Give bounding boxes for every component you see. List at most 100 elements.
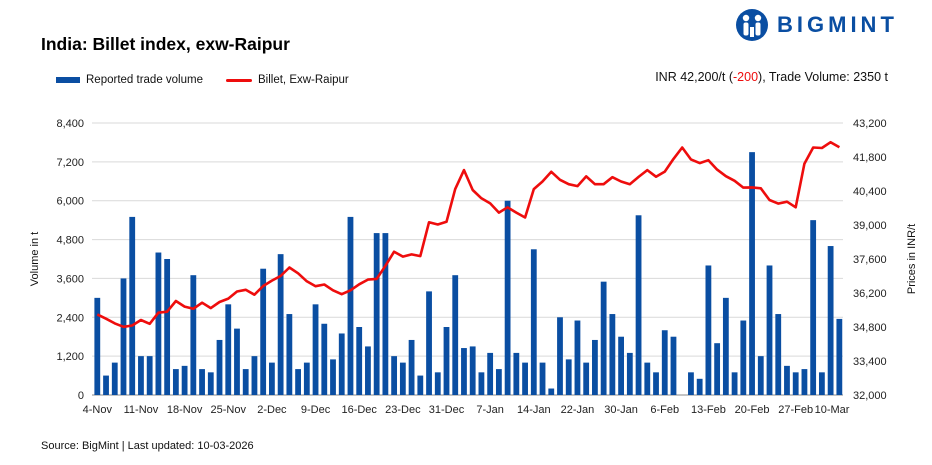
summary-prefix: INR 42,200/t ( bbox=[655, 70, 734, 84]
left-tick-label: 7,200 bbox=[56, 157, 84, 169]
volume-bar bbox=[644, 362, 651, 395]
volume-bar bbox=[487, 352, 494, 395]
x-tick-label: 14-Jan bbox=[517, 404, 551, 416]
volume-bar bbox=[592, 339, 598, 395]
left-tick-label: 6,000 bbox=[56, 196, 84, 208]
volume-bar bbox=[749, 152, 755, 395]
volume-bar bbox=[583, 362, 590, 395]
volume-bar bbox=[120, 278, 127, 395]
x-tick-label: 9-Dec bbox=[301, 404, 331, 416]
volume-bar bbox=[626, 352, 633, 395]
volume-bar bbox=[303, 362, 310, 395]
volume-bar bbox=[251, 356, 258, 395]
right-tick-label: 33,400 bbox=[853, 356, 887, 368]
x-tick-label: 25-Nov bbox=[211, 404, 247, 416]
volume-bar bbox=[478, 372, 485, 395]
volume-bar bbox=[146, 356, 153, 395]
volume-bar bbox=[391, 356, 398, 395]
volume-bar bbox=[836, 318, 843, 395]
volume-bar bbox=[242, 369, 249, 395]
volume-bar bbox=[277, 254, 284, 395]
volume-bar bbox=[792, 372, 799, 395]
volume-bar bbox=[295, 369, 301, 395]
volume-bar bbox=[216, 339, 223, 395]
volume-bar bbox=[653, 372, 659, 395]
volume-bar bbox=[373, 233, 380, 395]
right-axis-label: Prices in INR/t bbox=[906, 224, 918, 294]
volume-bar bbox=[269, 362, 275, 395]
volume-bar bbox=[557, 317, 563, 395]
volume-bar bbox=[530, 249, 537, 395]
volume-bar bbox=[522, 362, 528, 395]
volume-bar bbox=[635, 215, 642, 395]
volume-bar bbox=[731, 372, 738, 395]
x-axis-ticks: 4-Nov 11-Nov 18-Nov 25-Nov 2-Dec 9-Dec 16-Dec 2… bbox=[83, 404, 850, 416]
volume-bar bbox=[609, 314, 616, 395]
volume-bar bbox=[504, 200, 511, 395]
volume-bar bbox=[757, 356, 764, 395]
left-tick-label: 8,400 bbox=[56, 118, 84, 130]
summary-suffix: ), Trade Volume: 2350 t bbox=[758, 70, 888, 84]
x-tick-label: 11-Nov bbox=[124, 404, 159, 416]
right-axis-ticks: 32,000 33,400 34,800 36,200 37,600 39,000 40,4… bbox=[853, 118, 887, 402]
x-tick-label: 23-Dec bbox=[385, 404, 421, 416]
right-tick-label: 34,800 bbox=[853, 322, 887, 334]
volume-bar bbox=[138, 356, 144, 395]
x-tick-label: 31-Dec bbox=[429, 404, 465, 416]
volume-bar bbox=[382, 233, 389, 395]
volume-bar bbox=[670, 336, 677, 395]
price-line-group bbox=[96, 140, 841, 329]
volume-bar bbox=[688, 372, 694, 395]
volume-bar bbox=[495, 369, 502, 395]
left-axis-label: Volume in t bbox=[29, 232, 41, 286]
volume-bar bbox=[740, 320, 747, 395]
x-tick-label: 20-Feb bbox=[735, 404, 770, 416]
x-tick-label: 10-Mar bbox=[815, 404, 850, 416]
volume-bar bbox=[417, 375, 424, 395]
volume-bar bbox=[775, 314, 782, 395]
right-tick-label: 43,200 bbox=[853, 118, 887, 130]
left-axis-ticks: 0 1,200 2,400 3,600 4,800 6,000 7,200 8,400 bbox=[56, 118, 84, 402]
legend-label: Billet, Exw-Raipur bbox=[258, 74, 349, 86]
brand-name: BIGMINT bbox=[777, 12, 898, 37]
x-tick-label: 7-Jan bbox=[476, 404, 504, 416]
right-tick-label: 32,000 bbox=[853, 390, 887, 402]
legend-swatch-line bbox=[226, 78, 252, 82]
volume-bar bbox=[103, 375, 109, 395]
volume-bar bbox=[399, 362, 406, 395]
left-tick-label: 0 bbox=[78, 390, 84, 402]
left-tick-label: 4,800 bbox=[56, 235, 84, 247]
volume-bar bbox=[469, 346, 476, 395]
right-tick-label: 36,200 bbox=[853, 288, 887, 300]
volume-bar bbox=[321, 323, 328, 395]
volume-bar bbox=[365, 346, 371, 395]
volume-bar bbox=[338, 333, 345, 395]
volume-bar bbox=[234, 328, 240, 395]
right-tick-label: 41,800 bbox=[853, 152, 887, 164]
volume-bar bbox=[722, 297, 729, 395]
volume-bar bbox=[181, 365, 188, 395]
volume-bar bbox=[172, 369, 179, 395]
x-tick-label: 22-Jan bbox=[561, 404, 595, 416]
right-tick-label: 37,600 bbox=[853, 254, 887, 266]
chart-title: India: Billet index, exw-Raipur bbox=[41, 34, 290, 54]
volume-bar bbox=[539, 362, 546, 395]
volume-bar bbox=[199, 369, 205, 395]
right-tick-label: 40,400 bbox=[853, 186, 887, 198]
volume-bar bbox=[618, 336, 624, 395]
volume-bar bbox=[164, 259, 171, 395]
price-summary: INR 42,200/t (-200), Trade Volume: 2350 … bbox=[655, 70, 888, 84]
x-tick-label: 2-Dec bbox=[257, 404, 287, 416]
volume-bar bbox=[565, 359, 572, 395]
x-tick-label: 4-Nov bbox=[83, 404, 113, 416]
volume-bar bbox=[356, 327, 363, 395]
volume-bar bbox=[661, 330, 668, 395]
volume-bar bbox=[330, 359, 336, 395]
volume-bar bbox=[408, 339, 415, 395]
volume-bar bbox=[452, 275, 459, 395]
volume-bar bbox=[705, 265, 712, 395]
volume-bar bbox=[426, 291, 432, 395]
volume-bar bbox=[784, 365, 790, 395]
x-tick-label: 16-Dec bbox=[341, 404, 377, 416]
volume-bar bbox=[94, 297, 101, 395]
